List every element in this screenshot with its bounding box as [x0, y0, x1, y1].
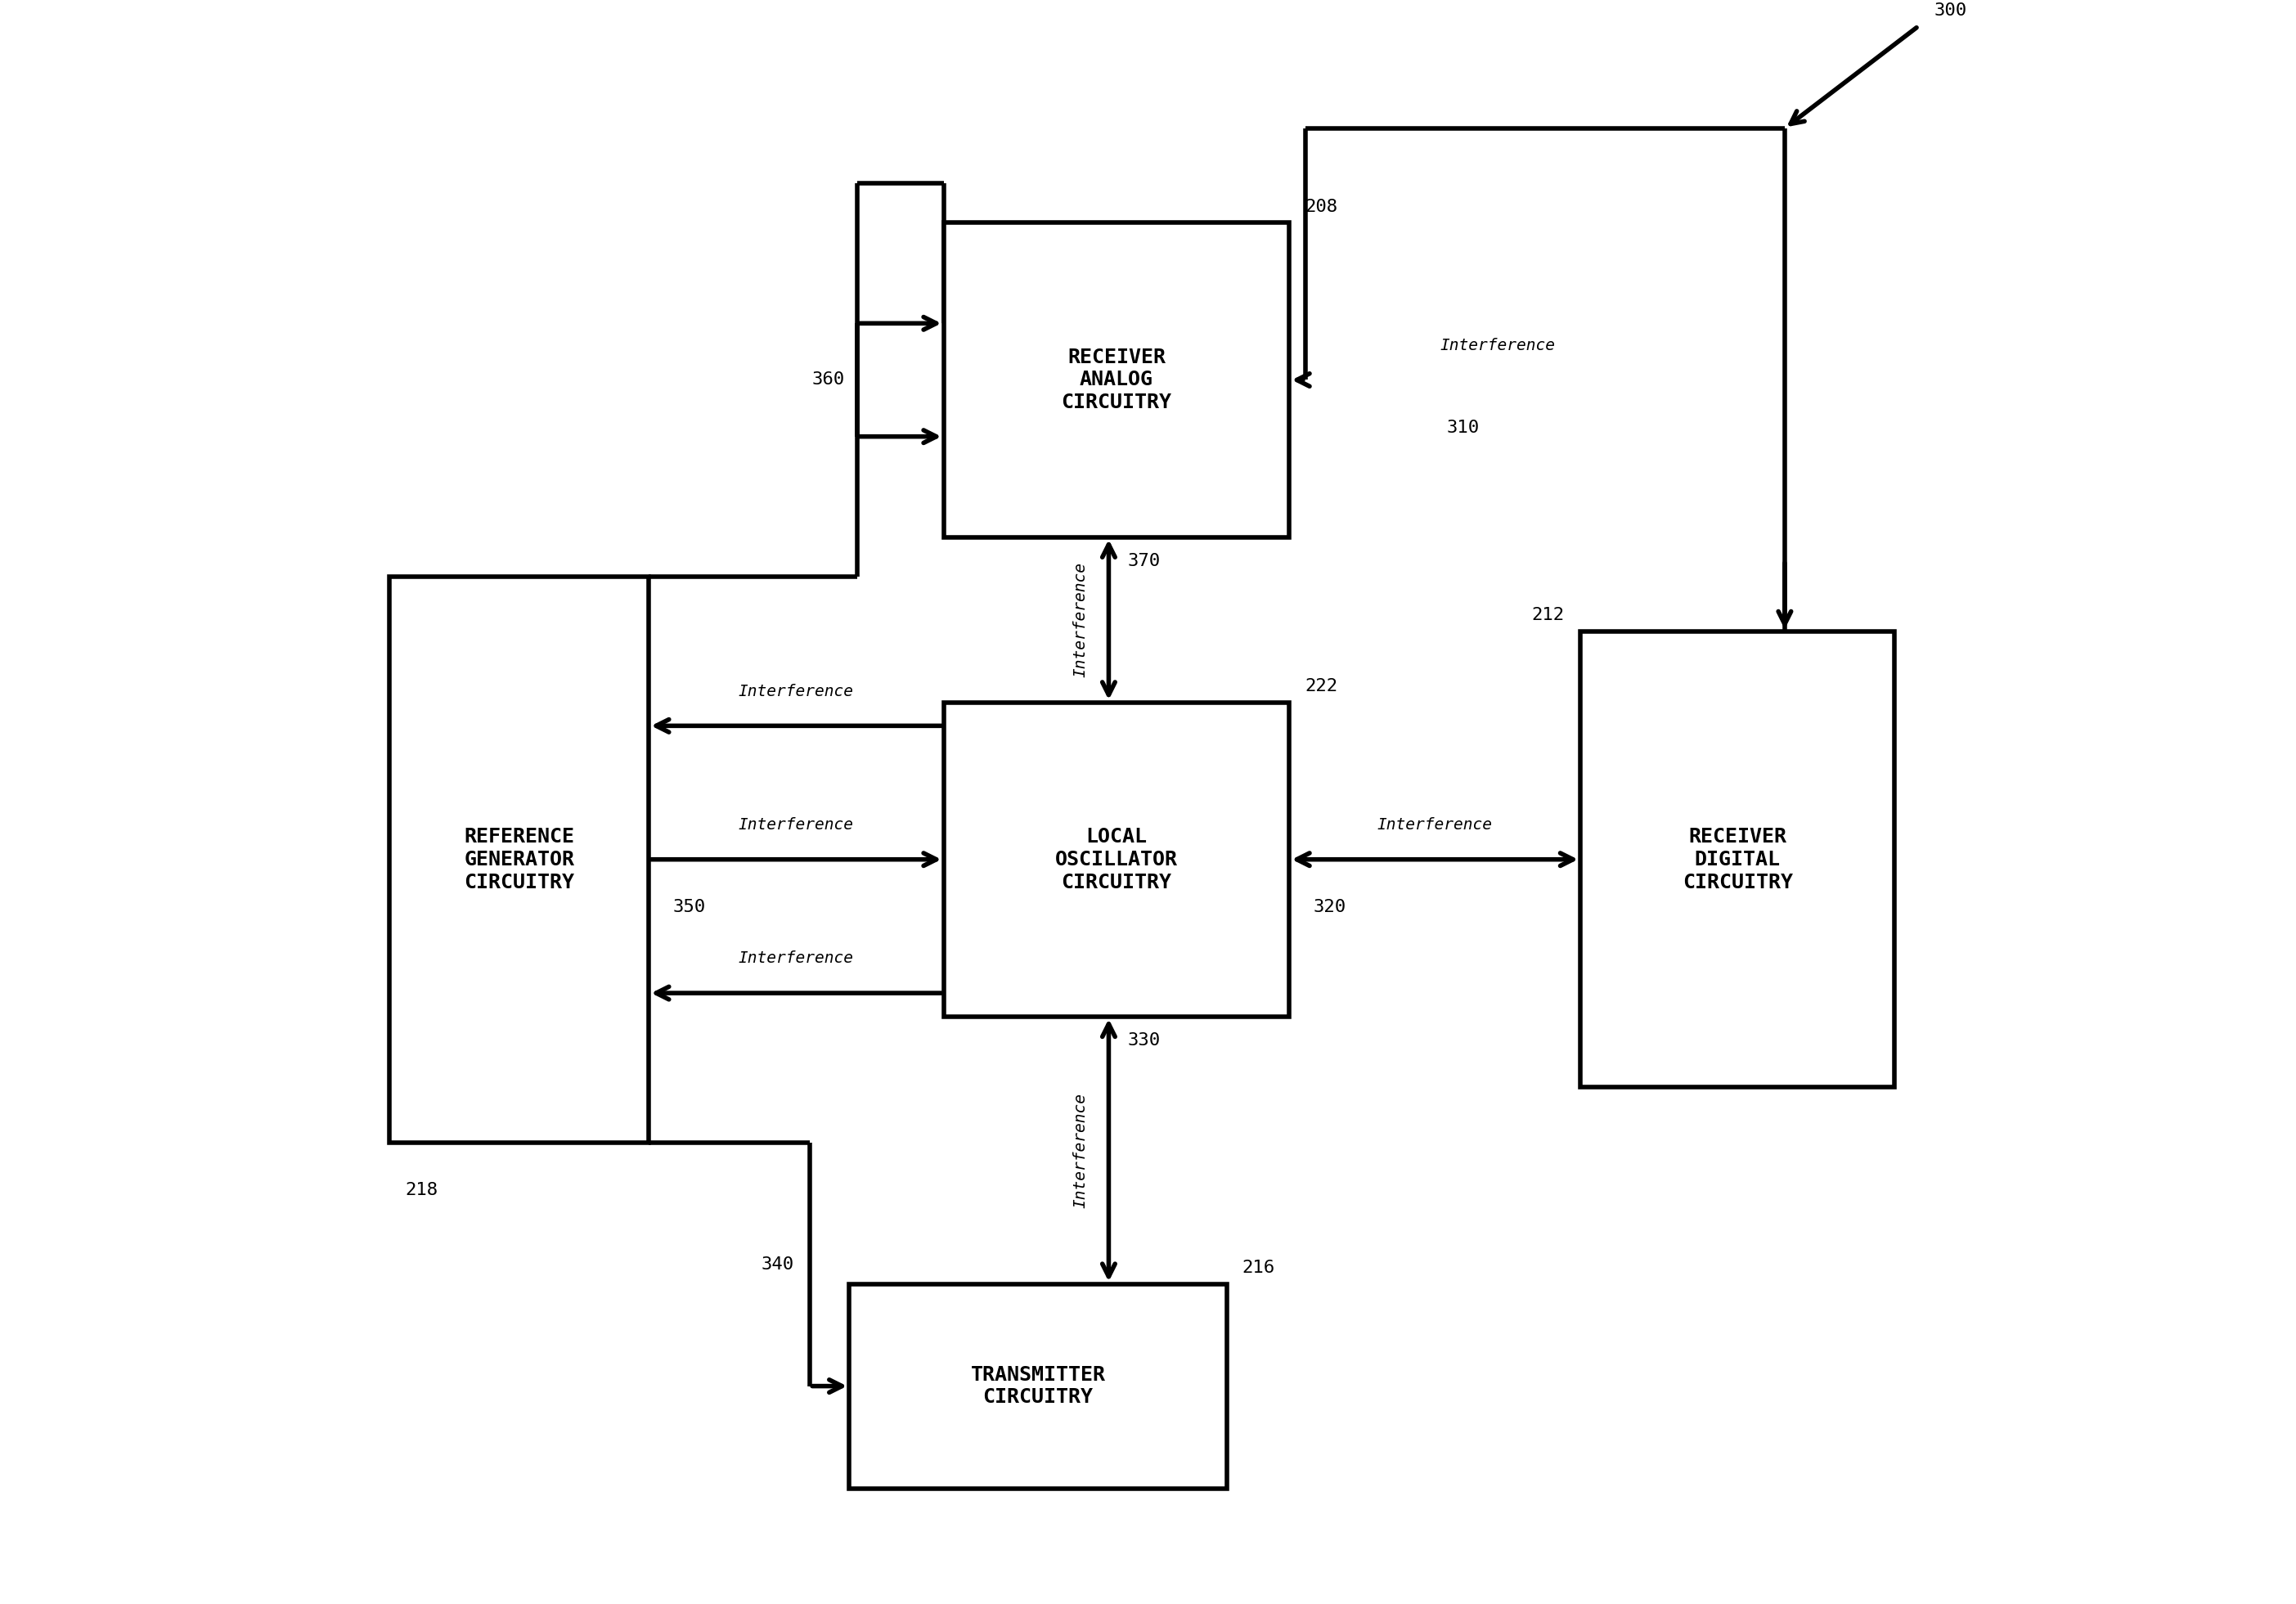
Text: 212: 212 — [1531, 608, 1564, 624]
Text: Interference: Interference — [1072, 1092, 1088, 1208]
Bar — [390, 576, 650, 1142]
Text: Interference: Interference — [739, 683, 854, 699]
Text: Interference: Interference — [1072, 561, 1088, 677]
Text: LOCAL
OSCILLATOR
CIRCUITRY: LOCAL OSCILLATOR CIRCUITRY — [1056, 828, 1178, 892]
Text: RECEIVER
ANALOG
CIRCUITRY: RECEIVER ANALOG CIRCUITRY — [1061, 348, 1171, 412]
Text: Interference: Interference — [1378, 816, 1492, 832]
Text: Interference: Interference — [1440, 337, 1554, 353]
Text: 360: 360 — [813, 372, 845, 388]
Bar — [1580, 632, 1894, 1088]
Text: 370: 370 — [1127, 553, 1159, 569]
Text: RECEIVER
DIGITAL
CIRCUITRY: RECEIVER DIGITAL CIRCUITRY — [1683, 828, 1793, 892]
Text: 208: 208 — [1304, 199, 1339, 215]
Bar — [850, 1283, 1226, 1489]
Text: 218: 218 — [404, 1182, 439, 1198]
Text: 320: 320 — [1313, 898, 1345, 916]
Text: 216: 216 — [1242, 1259, 1274, 1277]
Text: 310: 310 — [1446, 419, 1479, 436]
Text: Interference: Interference — [739, 951, 854, 966]
Text: TRANSMITTER
CIRCUITRY: TRANSMITTER CIRCUITRY — [971, 1365, 1104, 1407]
Text: REFERENCE
GENERATOR
CIRCUITRY: REFERENCE GENERATOR CIRCUITRY — [464, 828, 574, 892]
Text: 222: 222 — [1304, 678, 1339, 695]
Text: Interference: Interference — [739, 816, 854, 832]
Text: 350: 350 — [673, 898, 705, 916]
Text: 330: 330 — [1127, 1033, 1159, 1049]
Bar — [944, 703, 1290, 1017]
Bar — [944, 223, 1290, 537]
Text: 300: 300 — [1933, 2, 1968, 19]
Text: 340: 340 — [762, 1256, 794, 1272]
